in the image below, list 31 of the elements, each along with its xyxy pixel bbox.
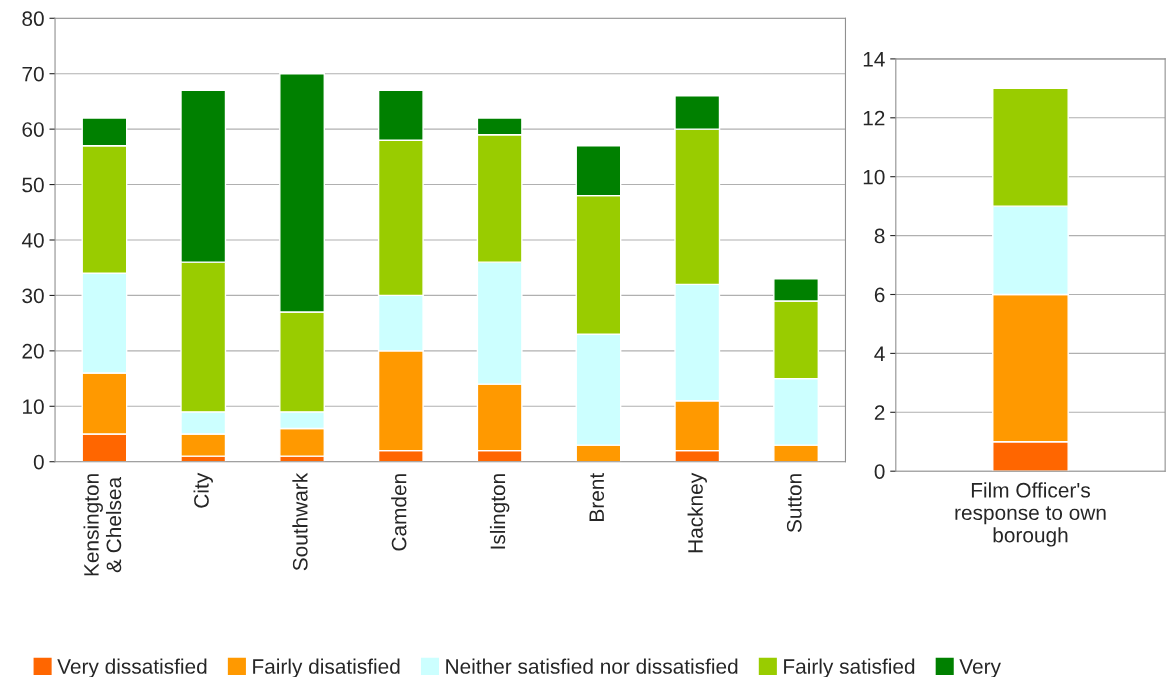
y-tick-label: 40 bbox=[21, 233, 44, 248]
y-tick-label: 80 bbox=[22, 11, 44, 27]
y-tick-label: 10 bbox=[23, 399, 44, 415]
legend-label: Very dissatisfied bbox=[57, 658, 207, 677]
y-tick-label: 6 bbox=[874, 287, 885, 303]
y-tick-label: 50 bbox=[22, 177, 44, 193]
y-tick-label: 0 bbox=[33, 454, 44, 470]
y-tick-label: 4 bbox=[874, 346, 885, 361]
x-tick-label: Film Officer's response to own borough bbox=[955, 482, 1106, 547]
y-tick-label: 0 bbox=[874, 464, 885, 479]
y-tick-label: 60 bbox=[22, 122, 44, 137]
x-tick-label: Islington bbox=[489, 474, 510, 549]
x-tick-label: Brent bbox=[589, 472, 605, 521]
legend-label: Fairly disatisfied bbox=[253, 658, 400, 677]
y-tick-label: 30 bbox=[22, 288, 44, 304]
y-tick-label: 10 bbox=[863, 169, 885, 185]
x-tick-label: City bbox=[193, 472, 213, 508]
y-tick-label: 70 bbox=[22, 66, 44, 82]
x-tick-label: Southwark bbox=[292, 472, 308, 571]
x-tick-label: Hackney bbox=[687, 472, 707, 553]
x-tick-label: Sutton bbox=[786, 474, 802, 533]
y-tick-label: 12 bbox=[863, 110, 885, 126]
y-tick-label: 8 bbox=[874, 228, 885, 244]
y-tick-label: 20 bbox=[22, 343, 44, 359]
x-tick-label: Camden bbox=[391, 474, 407, 551]
legend-label: Fairly satisfied bbox=[784, 658, 915, 677]
y-tick-label: 2 bbox=[874, 405, 885, 420]
legend-label: Neither satisfied nor dissatisfied bbox=[446, 658, 738, 674]
legend-label: Very bbox=[959, 659, 1001, 677]
x-tick-label: Kensington & Chelsea bbox=[83, 474, 122, 576]
y-tick-label: 14 bbox=[863, 52, 885, 67]
